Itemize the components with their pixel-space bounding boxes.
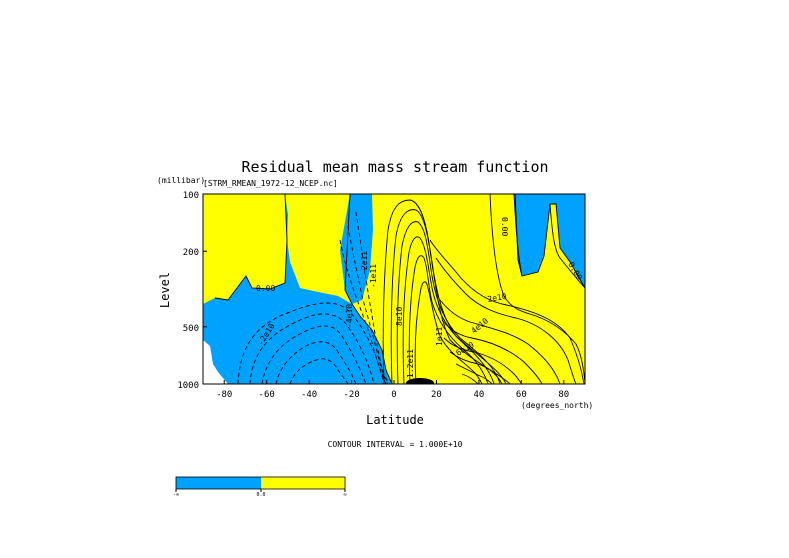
y-tick-label: 1000 bbox=[177, 381, 199, 391]
contour-label: -2e11 bbox=[360, 251, 369, 275]
x-tick-label: 40 bbox=[473, 390, 484, 400]
plot-area: 0.00 -2e10 -4e10 -1e11 -2e11 2e10 4e10 6… bbox=[203, 194, 585, 384]
contour-label: -4e10 bbox=[345, 304, 354, 328]
colorbar-label: ∞ bbox=[343, 492, 346, 498]
y-axis: 100 200 500 1000 bbox=[177, 191, 207, 391]
contour-label: 1.2e11 bbox=[406, 349, 415, 378]
positive-region-polar bbox=[203, 194, 287, 304]
x-tick-label: -80 bbox=[216, 390, 232, 400]
contour-label: 0.00 bbox=[500, 217, 509, 236]
contour-interval: CONTOUR INTERVAL = 1.000E+10 bbox=[328, 440, 463, 449]
y-tick-label: 200 bbox=[183, 248, 199, 258]
x-tick-label: 20 bbox=[431, 390, 442, 400]
y-tick-label: 100 bbox=[183, 191, 199, 201]
y-axis-label: Level bbox=[158, 272, 172, 308]
x-tick-label: -20 bbox=[343, 390, 359, 400]
x-axis: -80 -60 -40 -20 0 20 40 60 80 bbox=[216, 380, 569, 400]
x-tick-label: 60 bbox=[516, 390, 527, 400]
colorbar-negative bbox=[176, 477, 261, 489]
zero-contour bbox=[214, 194, 585, 384]
positive-contours bbox=[382, 194, 585, 384]
contour-label: -1e11 bbox=[369, 264, 378, 288]
x-axis-label: Latitude bbox=[366, 413, 424, 427]
x-tick-label: 80 bbox=[558, 390, 569, 400]
y-units: (millibar) bbox=[157, 176, 205, 185]
colorbar: -∞ 0.0 ∞ bbox=[173, 476, 347, 498]
y-tick-label: 500 bbox=[183, 324, 199, 334]
negative-region-north bbox=[505, 194, 585, 288]
chart-subtitle: [STRM_RMEAN_1972-12_NCEP.nc] bbox=[203, 179, 338, 188]
contour-label: 0.00 bbox=[256, 284, 275, 293]
missing-data-region bbox=[203, 340, 228, 384]
x-tick-label: -60 bbox=[259, 390, 275, 400]
contour-label: 1e11 bbox=[435, 327, 444, 346]
surface-maximum bbox=[406, 378, 434, 384]
chart-title: Residual mean mass stream function bbox=[241, 158, 548, 176]
contour-label: 8e10 bbox=[395, 307, 404, 326]
contour-label: 2e10 bbox=[487, 292, 508, 304]
x-tick-label: -40 bbox=[301, 390, 317, 400]
colorbar-label: 0.0 bbox=[256, 492, 265, 498]
x-tick-label: 0 bbox=[391, 390, 396, 400]
colorbar-positive bbox=[261, 477, 345, 489]
colorbar-label: -∞ bbox=[173, 492, 179, 498]
x-units: (degrees_north) bbox=[521, 401, 593, 410]
